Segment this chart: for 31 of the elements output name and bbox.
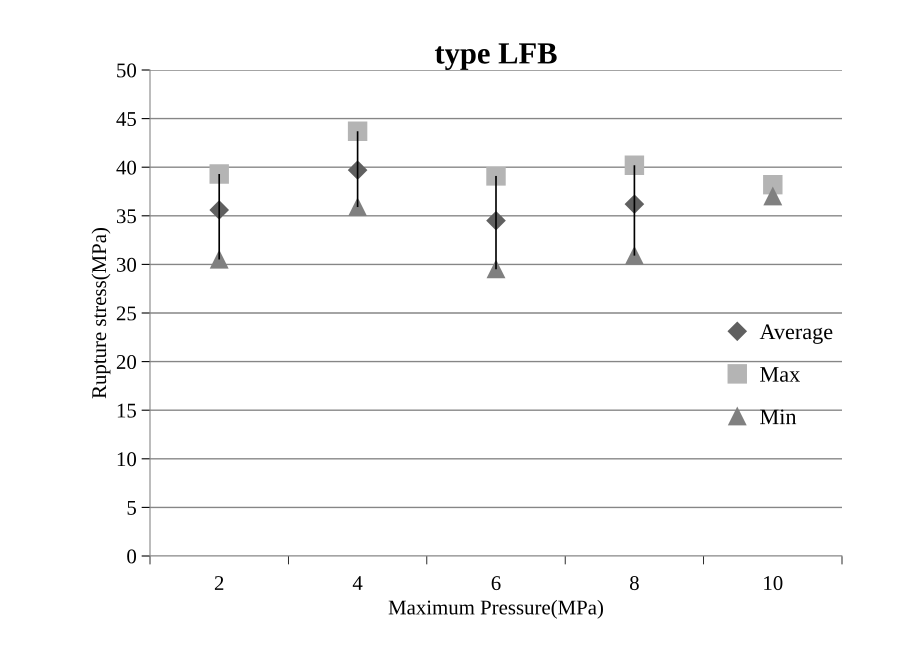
point <box>210 250 228 269</box>
point <box>348 198 367 216</box>
point <box>209 164 229 184</box>
y-tick-label: 10 <box>118 452 136 466</box>
y-tick-label: 25 <box>116 306 136 320</box>
x-tick-label: 4 <box>352 576 362 590</box>
x-tick-label: 6 <box>492 576 501 590</box>
point <box>764 187 782 206</box>
x-tick-label: 10 <box>764 576 782 590</box>
point <box>348 122 368 141</box>
x-tick-label: 2 <box>214 576 224 590</box>
point <box>486 166 506 186</box>
y-tick-label: 0 <box>127 549 136 564</box>
y-tick-label: 30 <box>116 258 136 272</box>
y-tick-label: 5 <box>128 500 136 515</box>
legend-label: Average <box>760 324 832 344</box>
chart-title: type LFB <box>434 43 557 70</box>
y-tick-label: 20 <box>116 354 136 370</box>
x-tick-label: 8 <box>630 576 639 590</box>
y-axis-title: Rupture stress(MPa) <box>92 228 110 398</box>
y-tick-label: 35 <box>116 209 136 224</box>
y-tick-label: 40 <box>116 160 136 175</box>
y-tick-label: 45 <box>116 112 136 126</box>
point <box>624 156 644 175</box>
point <box>763 174 783 194</box>
legend-label: Min <box>760 409 796 424</box>
y-tick-label: 50 <box>117 63 136 78</box>
x-axis-title: Maximum Pressure(MPa) <box>388 600 603 619</box>
legend-label: Max <box>760 367 800 382</box>
y-tick-label: 15 <box>118 404 136 418</box>
point <box>625 246 644 265</box>
